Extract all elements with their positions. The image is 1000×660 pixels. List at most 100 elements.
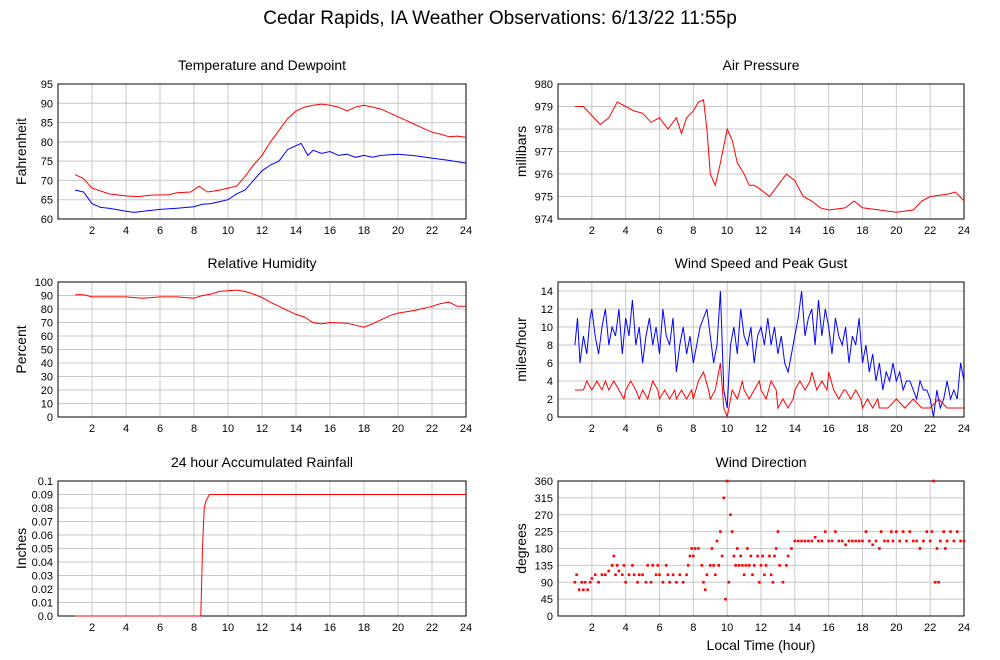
y-tick-label: 0: [47, 412, 53, 424]
x-tick-label: 10: [721, 225, 733, 237]
data-point: [582, 588, 585, 592]
x-tick-label: 16: [823, 225, 835, 237]
y-tick-label: 978: [535, 124, 553, 136]
y-tick-label: 12: [541, 304, 553, 316]
y-tick-label: 60: [41, 331, 53, 343]
data-point: [712, 564, 715, 567]
x-tick-label: 6: [656, 423, 662, 435]
data-point: [758, 580, 761, 584]
data-point: [932, 479, 935, 483]
x-tick-label: 24: [958, 225, 970, 237]
y-tick-label: 90: [41, 291, 53, 303]
y-tick-label: 90: [41, 98, 53, 110]
x-tick-label: 6: [656, 225, 662, 237]
data-point: [744, 564, 748, 567]
data-point: [844, 543, 847, 547]
y-tick-label: 0.01: [32, 598, 53, 610]
data-point: [861, 539, 864, 543]
x-tick-label: 8: [690, 622, 696, 634]
data-point: [847, 539, 851, 543]
data-point: [747, 564, 751, 567]
data-point: [935, 547, 939, 550]
y-tick-label: 80: [41, 137, 53, 149]
y-tick-label: 0.04: [32, 557, 53, 569]
data-point: [864, 530, 868, 533]
x-tick-label: 2: [589, 225, 595, 237]
data-point: [697, 547, 700, 550]
data-point: [588, 580, 592, 584]
y-tick-label: 980: [535, 79, 553, 91]
data-point: [632, 573, 636, 577]
data-point: [651, 564, 655, 567]
data-point: [617, 569, 621, 573]
y-tick-label: 974: [535, 214, 553, 226]
data-point: [952, 539, 956, 543]
x-tick-label: 20: [890, 423, 902, 435]
data-point: [851, 539, 854, 543]
chart-title: Air Pressure: [722, 57, 799, 73]
data-point: [622, 564, 626, 567]
x-tick-label: 20: [392, 622, 404, 634]
data-point: [644, 580, 648, 584]
data-point: [820, 539, 824, 543]
data-point: [631, 564, 634, 567]
x-tick-label: 22: [426, 225, 438, 237]
data-point: [886, 539, 890, 543]
data-point: [889, 530, 893, 533]
data-point: [666, 573, 670, 577]
y-tick-label: 0.07: [32, 517, 53, 529]
x-tick-label: 12: [755, 225, 767, 237]
data-point: [834, 530, 837, 533]
chart-title: 24 hour Accumulated Rainfall: [171, 454, 353, 470]
data-point: [688, 554, 692, 558]
data-point: [942, 530, 945, 533]
y-tick-label: 979: [535, 102, 553, 114]
data-point: [813, 535, 817, 539]
data-point: [737, 564, 741, 567]
data-point: [769, 573, 773, 577]
series-line: [75, 494, 466, 617]
series-line: [574, 362, 964, 419]
x-tick-label: 22: [426, 423, 438, 435]
x-tick-label: 8: [690, 225, 696, 237]
data-point: [803, 539, 807, 543]
data-point: [593, 573, 597, 577]
y-tick-label: 0: [547, 412, 553, 424]
data-point: [959, 539, 962, 543]
x-tick-label: 16: [324, 423, 336, 435]
data-point: [756, 554, 759, 558]
data-point: [800, 539, 803, 543]
y-tick-label: 10: [41, 399, 53, 411]
data-point: [717, 564, 721, 567]
data-point: [614, 573, 617, 577]
data-point: [773, 554, 776, 558]
data-point: [898, 539, 902, 543]
y-axis-label: degrees: [513, 523, 529, 574]
y-tick-label: 135: [535, 560, 553, 572]
page-title: Cedar Rapids, IA Weather Observations: 6…: [263, 8, 737, 29]
series-line: [74, 103, 467, 198]
data-point: [577, 588, 581, 592]
x-tick-label: 24: [460, 423, 472, 435]
data-point: [725, 479, 729, 483]
y-tick-label: 8: [547, 340, 553, 352]
x-tick-label: 6: [157, 225, 163, 237]
data-point: [810, 539, 814, 543]
data-point: [586, 588, 589, 592]
data-point: [730, 530, 734, 533]
data-point: [879, 530, 883, 533]
x-axis-label: Local Time (hour): [707, 637, 816, 653]
x-tick-label: 10: [222, 225, 234, 237]
y-tick-label: 10: [541, 322, 553, 334]
y-tick-label: 0.03: [32, 571, 53, 583]
data-point: [742, 573, 746, 577]
x-tick-label: 18: [856, 225, 868, 237]
x-tick-label: 12: [256, 225, 268, 237]
chart-rain: 2 4 6 8 10 12 14 16 18 20 22 240.00.010.020.030.040…: [13, 454, 472, 634]
y-tick-label: 270: [535, 510, 553, 522]
x-tick-label: 22: [924, 622, 936, 634]
data-point: [895, 530, 898, 533]
data-point: [786, 554, 790, 558]
x-tick-label: 2: [589, 423, 595, 435]
data-point: [636, 580, 639, 584]
